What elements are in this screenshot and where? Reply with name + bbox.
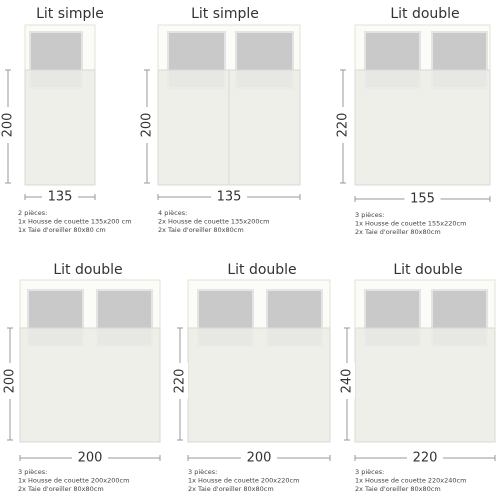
height-label: 200 bbox=[3, 369, 18, 394]
label-bg bbox=[339, 363, 355, 399]
panel-title: Lit double bbox=[393, 262, 462, 278]
duvet bbox=[354, 327, 496, 443]
panel-title: Lit double bbox=[390, 6, 459, 22]
description-line: 3 pièces: bbox=[188, 468, 217, 476]
bed-panel: Lit double 220 200 3 pièces:1x Housse de co… bbox=[172, 262, 331, 493]
description-line: 4 pièces: bbox=[158, 209, 187, 217]
description-line: 1x Housse de couette 220x240cm bbox=[355, 477, 466, 485]
label-bg bbox=[211, 189, 247, 205]
duvet bbox=[354, 69, 491, 186]
bed-panel: Lit double 240 220 3 pièces:1x Housse de co… bbox=[339, 262, 496, 493]
panel-title: Lit simple bbox=[191, 6, 259, 22]
description-line: 3 pièces: bbox=[355, 468, 384, 476]
label-bg bbox=[0, 107, 16, 143]
bed-panel: Lit double 200 200 3 pièces:1x Housse de co… bbox=[2, 262, 161, 493]
description-line: 1x Housse de couette 135x200 cm bbox=[18, 218, 132, 226]
height-label: 220 bbox=[336, 113, 351, 138]
height-label: 220 bbox=[173, 369, 188, 394]
height-label: 200 bbox=[140, 113, 155, 138]
duvet bbox=[187, 327, 331, 443]
description-line: 2x Taie d'oreiller 80x80cm bbox=[355, 485, 441, 493]
width-label: 135 bbox=[217, 190, 242, 205]
description-line: 3 pièces: bbox=[18, 468, 47, 476]
duvet bbox=[19, 327, 161, 443]
description-line: 2x Taie d'oreiller 80x80cm bbox=[188, 485, 274, 493]
height-label: 200 bbox=[1, 113, 16, 138]
label-bg bbox=[42, 189, 78, 205]
description-line: 1x Housse de couette 155x220cm bbox=[355, 220, 466, 228]
description-line: 2 pièces: bbox=[18, 209, 47, 217]
width-label: 135 bbox=[48, 190, 73, 205]
label-bg bbox=[172, 363, 188, 399]
panel-title: Lit double bbox=[227, 262, 296, 278]
description-line: 2x Housse de couette 135x200cm bbox=[158, 218, 269, 226]
description-line: 2x Taie d'oreiller 80x80cm bbox=[158, 226, 244, 234]
duvet bbox=[24, 69, 96, 186]
width-label: 200 bbox=[247, 451, 272, 466]
description-line: 3 pièces: bbox=[355, 211, 384, 219]
description-line: 1x Housse de couette 200x220cm bbox=[188, 477, 299, 485]
description-line: 2x Taie d'oreiller 80x80cm bbox=[355, 228, 441, 236]
width-label: 155 bbox=[410, 192, 435, 207]
width-label: 220 bbox=[413, 451, 438, 466]
bed-panel: Lit double 220 155 3 pièces:1x Housse de co… bbox=[335, 6, 491, 236]
label-bg bbox=[407, 450, 443, 466]
duvet bbox=[157, 69, 230, 186]
label-bg bbox=[241, 450, 277, 466]
label-bg bbox=[404, 191, 441, 207]
label-bg bbox=[335, 107, 351, 143]
height-label: 240 bbox=[340, 369, 355, 394]
label-bg bbox=[72, 450, 108, 466]
duvet bbox=[228, 69, 301, 186]
panel-title: Lit simple bbox=[36, 6, 104, 22]
description-line: 2x Taie d'oreiller 80x80cm bbox=[18, 485, 104, 493]
label-bg bbox=[139, 107, 155, 143]
bed-panel: Lit simple 200 135 4 pièces:2x Housse de co… bbox=[139, 6, 301, 234]
description-line: 1x Taie d'oreiller 80x80 cm bbox=[18, 226, 106, 234]
panel-title: Lit double bbox=[53, 262, 122, 278]
label-bg bbox=[2, 363, 18, 399]
width-label: 200 bbox=[78, 451, 103, 466]
description-line: 1x Housse de couette 200x200cm bbox=[18, 477, 129, 485]
